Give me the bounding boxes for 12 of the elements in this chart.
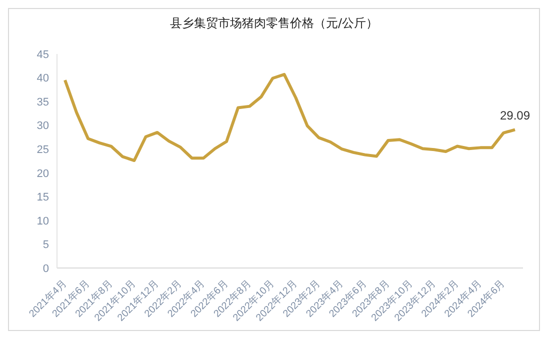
y-tick-label: 15 [36, 192, 49, 204]
y-tick-label: 20 [36, 168, 49, 180]
y-tick-label: 45 [36, 48, 49, 61]
y-tick-label: 0 [42, 262, 49, 275]
y-tick-label: 40 [36, 72, 49, 85]
y-tick-label: 35 [36, 96, 49, 108]
y-tick-label: 5 [42, 239, 49, 252]
y-tick-label: 25 [36, 144, 49, 156]
chart-title: 县乡集贸市场猪肉零售价格（元/公斤） [168, 15, 380, 32]
y-tick-label: 30 [36, 120, 49, 132]
data-label: 29.09 [500, 108, 530, 123]
y-tick-label: 10 [36, 215, 49, 228]
